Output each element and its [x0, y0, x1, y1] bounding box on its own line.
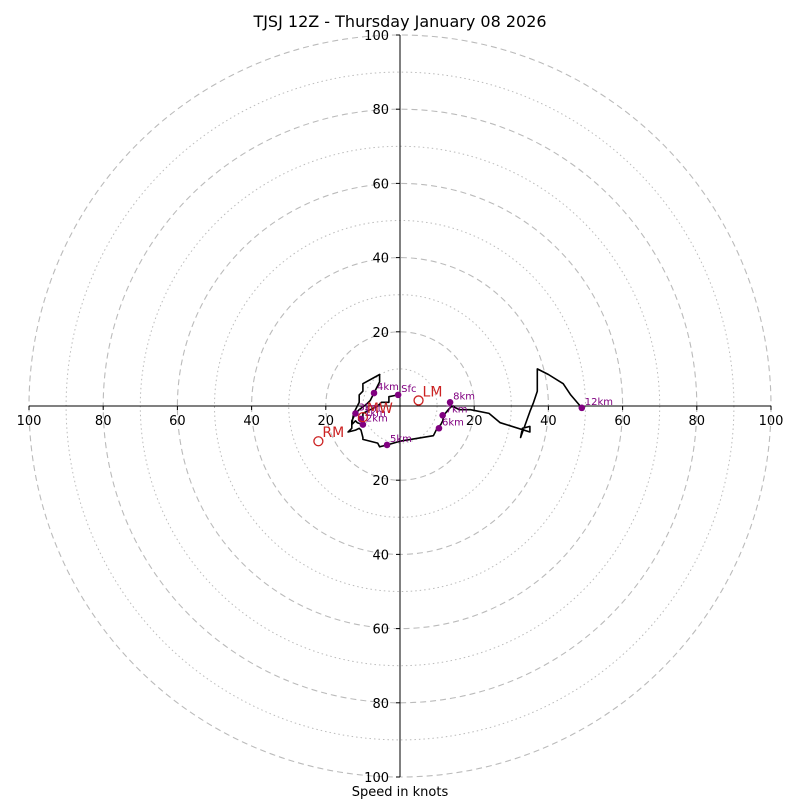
y-tick-label: 20 [372, 326, 389, 341]
hodograph-trace [347, 368, 583, 448]
chart-title: TJSJ 12Z - Thursday January 08 2026 [252, 12, 546, 31]
y-tick-label: 100 [364, 771, 389, 786]
height-marker-label: 8km [453, 391, 475, 402]
storm-motion-marker [357, 411, 369, 423]
y-tick-label: 40 [372, 252, 389, 267]
height-marker-dot [359, 421, 367, 428]
storm-motion-label: LM [423, 384, 443, 400]
x-tick-label: 60 [169, 414, 186, 429]
y-tick-label: 20 [372, 474, 389, 489]
y-tick-label: 100 [364, 29, 389, 44]
height-marker-label: 5km [390, 434, 412, 445]
x-tick-label: 100 [759, 414, 784, 429]
x-tick-label: 60 [614, 414, 631, 429]
height-marker-label: 6km [442, 417, 464, 428]
height-marker-dot [370, 389, 378, 397]
height-marker-label: 2km [366, 414, 388, 425]
x-tick-label: 20 [318, 414, 335, 429]
y-tick-label: 80 [372, 697, 389, 712]
y-tick-label: 40 [372, 548, 389, 563]
height-marker-label: 7km [446, 404, 468, 415]
y-tick-label: 80 [372, 103, 389, 118]
x-tick-label: 80 [95, 414, 112, 429]
height-marker-dot [435, 424, 443, 432]
x-axis-label: Speed in knots [352, 785, 449, 800]
storm-motion-markers: LM MW RM [313, 384, 443, 447]
x-tick-label: 40 [540, 414, 557, 429]
x-tick-label: 80 [689, 414, 706, 429]
x-tick-label: 20 [466, 414, 483, 429]
axes [29, 35, 771, 777]
x-tick-label: 100 [17, 414, 42, 429]
tick-labels: 100 80 60 40 20 20 40 60 80 100 100 80 60 40 20 20 40 60 8… [17, 29, 784, 786]
y-tick-label: 60 [372, 623, 389, 638]
height-marker-dot [446, 398, 454, 406]
hodograph-trace-group [347, 368, 583, 448]
storm-motion-marker [313, 436, 324, 447]
height-marker-dot [394, 391, 402, 399]
height-marker-label: 4km [377, 382, 399, 393]
storm-motion-label: RM [322, 425, 344, 441]
height-marker-label: Sfc [401, 384, 416, 395]
storm-motion-marker [413, 395, 424, 406]
height-marker-dot [383, 441, 391, 449]
storm-motion-label: MW [367, 401, 393, 417]
height-marker-dot [439, 411, 446, 419]
y-tick-label: 60 [372, 177, 389, 192]
height-marker-label: 3km [358, 402, 380, 413]
height-marker-label: 12km [585, 397, 613, 408]
height-marker-label: 1km [364, 408, 386, 419]
x-tick-label: 40 [243, 414, 260, 429]
height-marker-dot [352, 410, 359, 417]
height-marker-dot [578, 404, 586, 412]
